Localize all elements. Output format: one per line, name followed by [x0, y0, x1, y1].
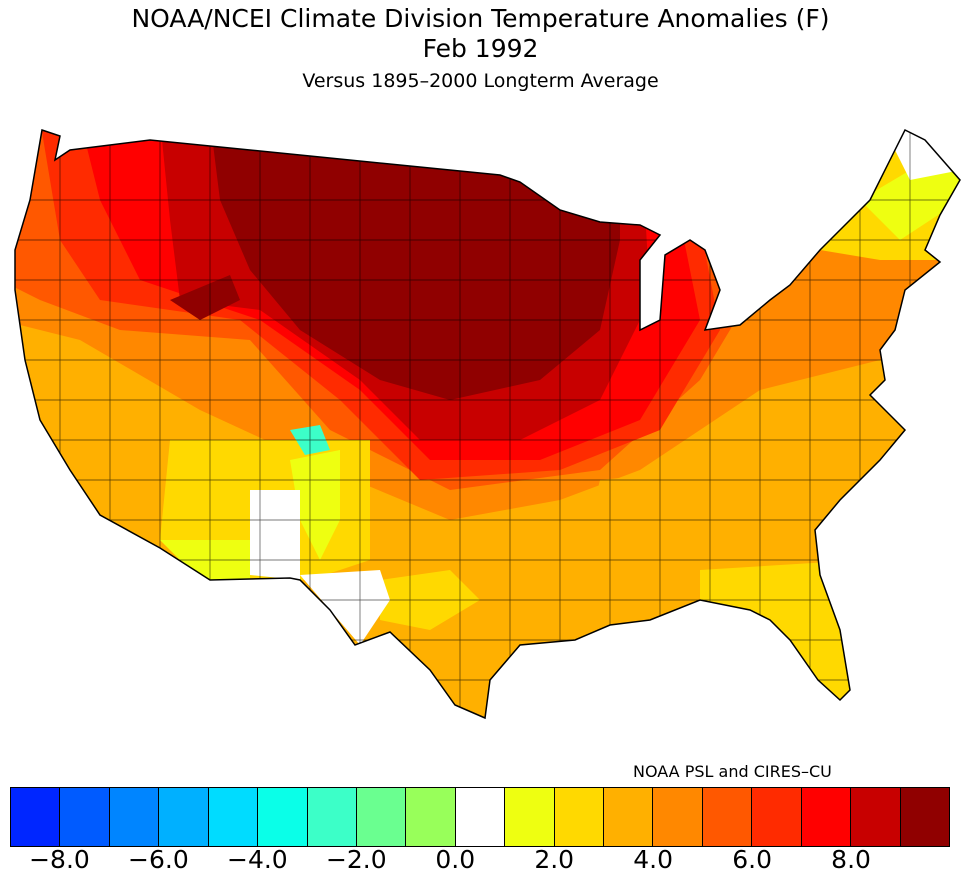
legend-swatch: [208, 788, 259, 846]
legend-swatch: [159, 788, 209, 846]
legend-swatch: [702, 788, 753, 846]
legend-tick-label: −2.0: [325, 845, 387, 874]
legend-tick-label: −8.0: [29, 845, 90, 874]
legend-swatch: [554, 788, 605, 846]
legend-swatch: [900, 788, 950, 846]
legend-swatch: [307, 788, 357, 846]
legend-tick-label: −6.0: [128, 845, 189, 874]
legend-tick-label: 0.0: [435, 845, 476, 874]
legend-swatch: [60, 788, 110, 846]
legend-tick-label: 4.0: [633, 845, 674, 874]
map-subtitle: Versus 1895–2000 Longterm Average: [302, 70, 659, 92]
legend-swatch: [801, 788, 852, 846]
legend-tick-label: 2.0: [534, 845, 575, 874]
legend-swatch: [752, 788, 802, 846]
legend-swatch: [356, 788, 407, 846]
legend-tick-label: 6.0: [732, 845, 772, 874]
credit-label: NOAA PSL and CIRES–CU: [633, 762, 832, 781]
legend-swatch: [109, 788, 160, 846]
color-legend: [10, 787, 950, 847]
legend-swatch: [258, 788, 308, 846]
map-title: NOAA/NCEI Climate Division Temperature A…: [131, 4, 830, 33]
map-date: Feb 1992: [422, 34, 539, 63]
legend-tick-label: 8.0: [831, 845, 871, 874]
legend-swatch: [505, 788, 555, 846]
legend-swatch: [653, 788, 703, 846]
legend-swatch: [455, 788, 506, 846]
legend-swatch: [604, 788, 654, 846]
legend-swatch: [406, 788, 456, 846]
us-anomaly-map: [14, 129, 961, 719]
legend-tick-label: −4.0: [227, 845, 288, 874]
legend-swatch: [11, 788, 61, 846]
legend-swatch: [851, 788, 901, 846]
